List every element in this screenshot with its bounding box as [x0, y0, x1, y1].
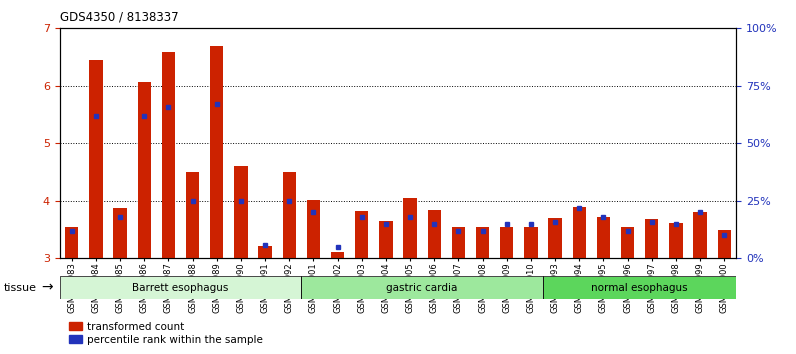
Bar: [60, 276, 302, 299]
Text: Barrett esophagus: Barrett esophagus: [132, 282, 228, 293]
Bar: [525, 227, 537, 258]
Bar: [693, 212, 707, 258]
Bar: [331, 251, 344, 258]
Text: gastric cardia: gastric cardia: [387, 282, 458, 293]
Text: →: →: [41, 281, 53, 295]
Bar: [302, 276, 543, 299]
Bar: [717, 230, 731, 258]
Legend: transformed count, percentile rank within the sample: transformed count, percentile rank withi…: [65, 317, 267, 349]
Bar: [186, 172, 199, 258]
Bar: [543, 276, 736, 299]
Bar: [65, 227, 79, 258]
Bar: [138, 82, 151, 258]
Bar: [210, 46, 224, 258]
Bar: [379, 221, 392, 258]
Bar: [60, 276, 302, 299]
Bar: [572, 207, 586, 258]
Bar: [543, 276, 736, 299]
Bar: [645, 219, 658, 258]
Bar: [476, 227, 490, 258]
Bar: [500, 227, 513, 258]
Bar: [404, 198, 417, 258]
Bar: [548, 218, 562, 258]
Text: normal esophagus: normal esophagus: [591, 282, 688, 293]
Bar: [452, 227, 465, 258]
Bar: [597, 217, 610, 258]
Text: tissue: tissue: [4, 282, 37, 293]
Bar: [306, 200, 320, 258]
Bar: [234, 166, 248, 258]
Bar: [621, 227, 634, 258]
Bar: [669, 223, 682, 258]
Bar: [89, 60, 103, 258]
Bar: [114, 209, 127, 258]
Bar: [259, 246, 271, 258]
Bar: [427, 210, 441, 258]
Bar: [162, 52, 175, 258]
Bar: [283, 172, 296, 258]
Text: GDS4350 / 8138337: GDS4350 / 8138337: [60, 11, 178, 24]
Bar: [302, 276, 543, 299]
Bar: [355, 211, 369, 258]
